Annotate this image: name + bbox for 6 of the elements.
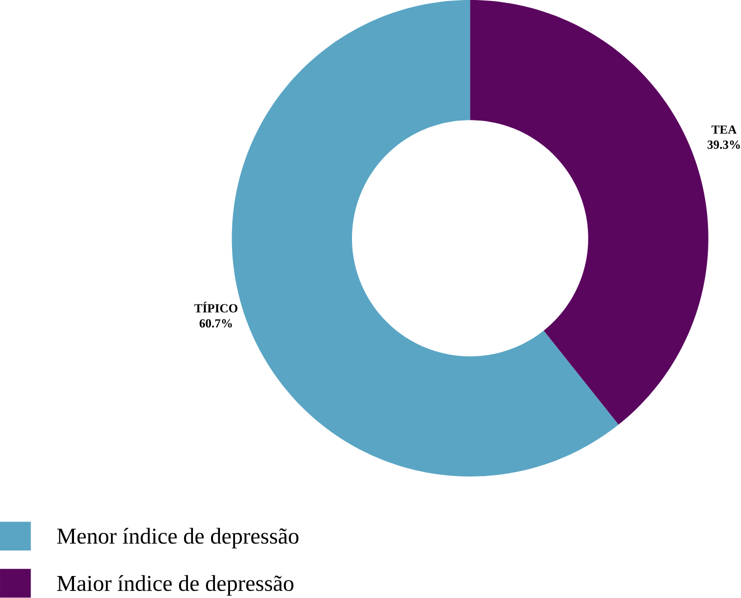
text: Maior índice de depressão bbox=[57, 575, 294, 596]
slice-label: TÍPICO bbox=[194, 302, 238, 313]
text: Menor índice de depressão bbox=[57, 528, 298, 549]
data-label: 60.7% bbox=[200, 319, 232, 328]
slice-label: TEA bbox=[712, 126, 737, 134]
data-label: 39.3% bbox=[708, 140, 740, 150]
